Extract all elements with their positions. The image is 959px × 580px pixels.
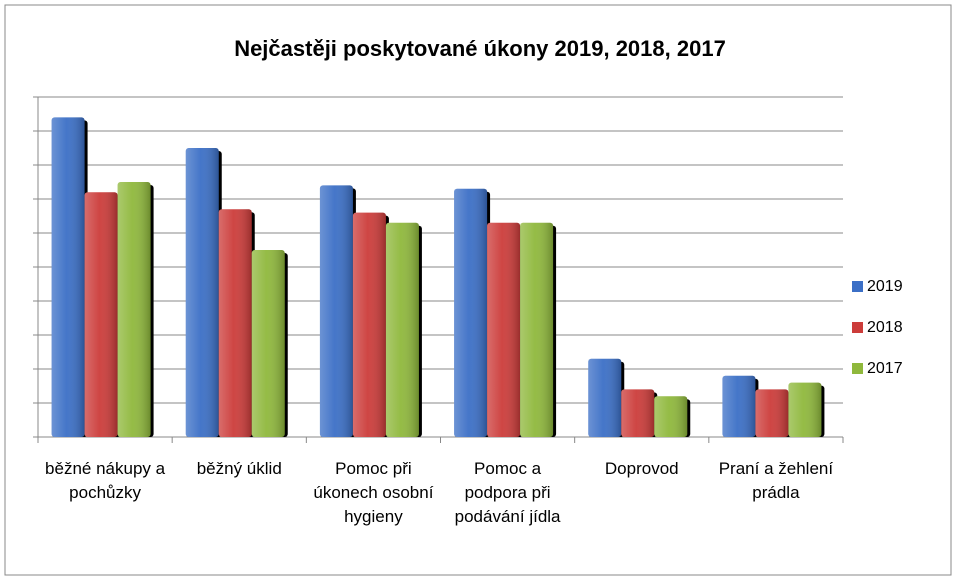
chart-title: Nejčastěji poskytované úkony 2019, 2018,… (234, 36, 726, 61)
bar-shine (755, 389, 789, 437)
x-tick-label: Praní a žehlení prádla (718, 459, 834, 502)
legend-label: 2019 (867, 278, 903, 295)
x-tick-label: Pomoc při úkonech osobní hygieny (313, 459, 434, 526)
bar-shine (117, 182, 151, 437)
legend-swatch (852, 363, 863, 374)
legend-label: 2018 (867, 319, 903, 336)
bar-shine (352, 212, 386, 437)
x-tick-label: běžné nákupy a pochůzky (45, 459, 166, 502)
bar-shine (621, 389, 655, 437)
bar-shine (722, 375, 756, 437)
bar-shine (788, 382, 822, 437)
bar-shine (588, 358, 622, 437)
bar-shine (218, 209, 252, 437)
legend-swatch (852, 322, 863, 333)
bar-shine (51, 117, 85, 438)
bar-shine (319, 185, 353, 437)
bar-shine (251, 250, 285, 437)
bar-shine (185, 148, 219, 437)
bar-shine (454, 188, 488, 437)
x-tick-label: Doprovod (604, 459, 679, 478)
legend-swatch (852, 281, 863, 292)
bar-shine (520, 222, 554, 437)
x-tick-label: Pomoc a podpora při podávání jídla (454, 459, 561, 526)
bar-shine (487, 222, 521, 437)
bar-shine (385, 222, 419, 437)
x-tick-label: běžný úklid (196, 459, 282, 478)
bar-shine (654, 396, 688, 437)
bar-shine (84, 192, 118, 437)
legend-label: 2017 (867, 360, 903, 377)
